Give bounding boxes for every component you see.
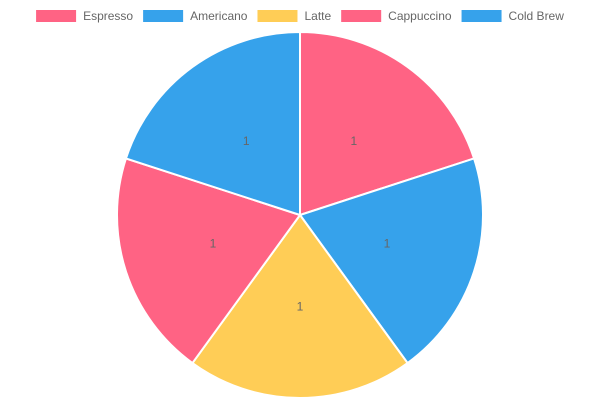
data-label-cold-brew: 1 — [243, 134, 250, 148]
legend-swatch-cappuccino — [341, 10, 382, 22]
legend-item-espresso[interactable]: Espresso — [36, 9, 133, 23]
pie-slice-cappuccino[interactable] — [116, 157, 302, 365]
data-label-americano: 1 — [384, 236, 391, 250]
data-labels: 1 1 1 1 1 — [210, 134, 391, 314]
legend-label-latte: Latte — [304, 9, 331, 23]
legend-swatch-latte — [257, 10, 298, 22]
legend-item-latte[interactable]: Latte — [257, 9, 331, 23]
legend-item-americano[interactable]: Americano — [143, 9, 248, 23]
legend-item-cappuccino[interactable]: Cappuccino — [341, 9, 452, 23]
data-label-cappuccino: 1 — [210, 236, 217, 250]
pie-slices — [116, 30, 484, 399]
legend-swatch-americano — [143, 10, 184, 22]
legend-swatch-cold-brew — [461, 10, 502, 22]
data-label-espresso: 1 — [350, 134, 357, 148]
data-label-latte: 1 — [297, 300, 304, 314]
pie-slice-cold-brew[interactable] — [124, 30, 301, 217]
legend-item-cold-brew[interactable]: Cold Brew — [461, 9, 565, 23]
pie-slice-latte[interactable] — [191, 213, 409, 399]
legend-label-cold-brew: Cold Brew — [509, 9, 565, 23]
legend-label-cappuccino: Cappuccino — [388, 9, 452, 23]
pie-slice-americano[interactable] — [298, 157, 484, 365]
pie-slice-espresso[interactable] — [299, 30, 476, 217]
legend-label-americano: Americano — [190, 9, 248, 23]
legend: Espresso Americano Latte Cappuccino Cold Bre… — [36, 9, 564, 23]
legend-swatch-espresso — [36, 10, 77, 22]
legend-label-espresso: Espresso — [83, 9, 133, 23]
